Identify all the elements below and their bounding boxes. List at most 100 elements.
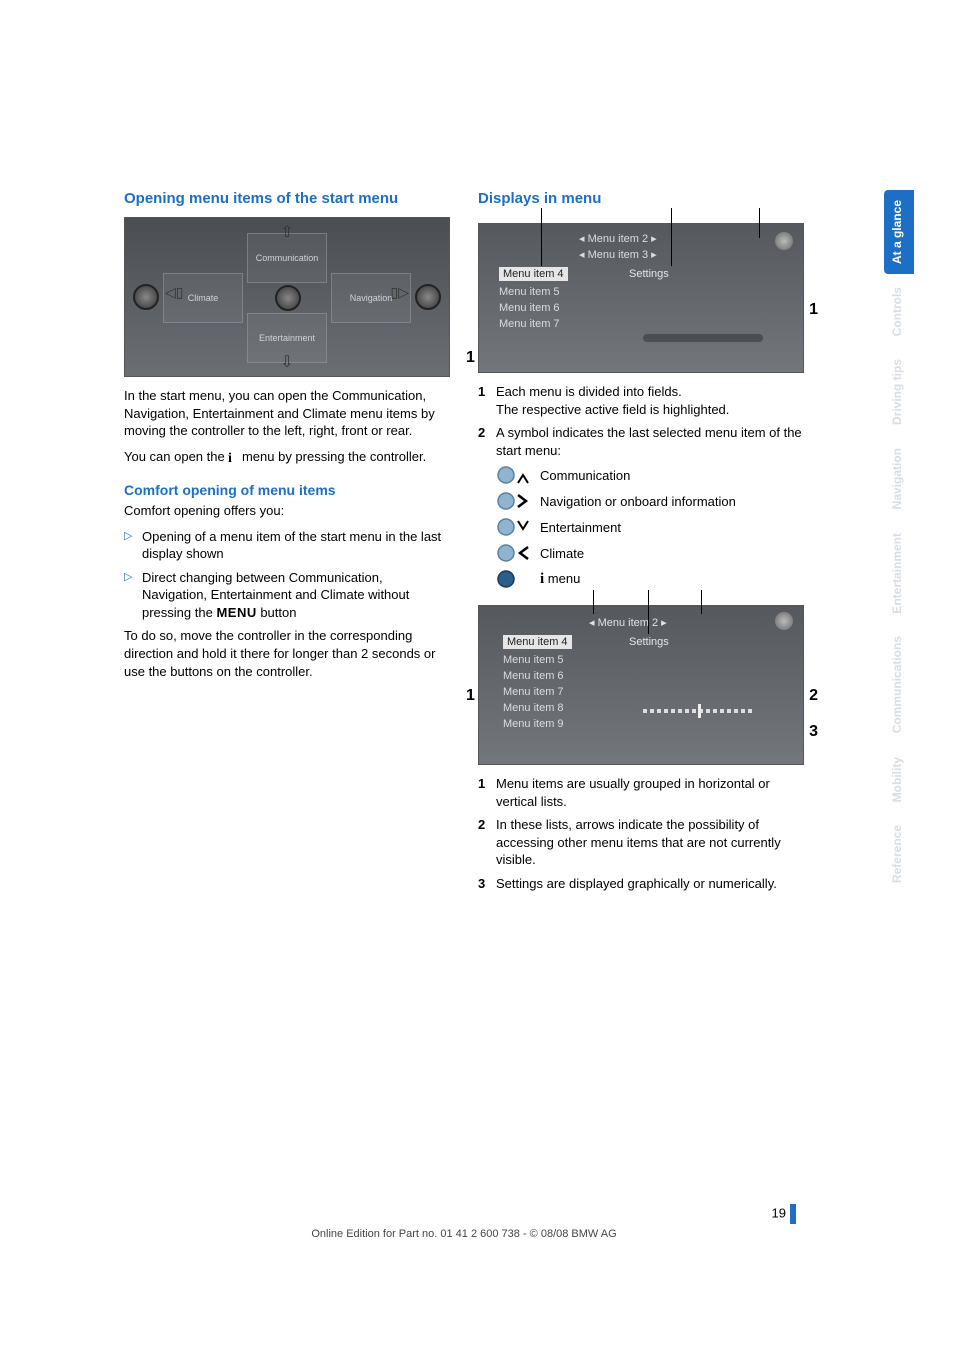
comfort-item-1: ▷ Opening of a menu item of the start me… [124, 528, 450, 563]
list-fig2-explain: 1 Each menu is divided into fields. The … [478, 383, 804, 459]
num-2b: 2 [478, 816, 496, 869]
fig2-row-5: Menu item 5 [499, 286, 560, 298]
comfort-item-2-b: button [257, 605, 297, 620]
fig2-settings: Settings [629, 268, 669, 280]
comfort-list: ▷ Opening of a menu item of the start me… [124, 528, 450, 622]
section-tabs: At a glance Controls Driving tips Naviga… [884, 190, 914, 893]
triangle-bullet-icon: ▷ [124, 569, 142, 622]
para-comfort-howto: To do so, move the controller in the cor… [124, 627, 450, 680]
iconrow-navigation-label: Navigation or onboard information [540, 494, 736, 509]
triangle-bullet-icon: ▷ [124, 528, 142, 563]
iconrow-i-menu-label: i menu [540, 571, 580, 588]
iconrow-communication-label: Communication [540, 468, 630, 483]
comfort-intro: Comfort opening offers you: [124, 502, 450, 520]
footer-line: Online Edition for Part no. 01 41 2 600 … [124, 1228, 804, 1240]
iconrow-entertainment-label: Entertainment [540, 520, 621, 535]
heading-displays-in-menu: Displays in menu [478, 190, 804, 207]
heading-opening-start-menu: Opening menu items of the start menu [124, 190, 450, 207]
fig2-row-4: Menu item 4 [499, 268, 568, 280]
fig3-explain-3: 3 Settings are displayed graphically or … [478, 875, 804, 893]
figure-2-wrapper: 1 1 2 ◂ Menu item 2 ▸ ◂ Menu item 3 ▸ Me… [478, 223, 804, 373]
fig3-explain-2-text: In these lists, arrows indicate the poss… [496, 816, 804, 869]
fig2-knob-icon [775, 232, 793, 250]
page-number-bar-icon [790, 1204, 796, 1224]
svg-text:i: i [228, 451, 232, 464]
fig3-row-4: Menu item 4 [503, 636, 572, 648]
i-menu-ball-icon [496, 569, 530, 589]
fig3-row-8: Menu item 8 [503, 702, 564, 714]
fig3-explain-3-text: Settings are displayed graphically or nu… [496, 875, 777, 893]
navigation-icon [496, 491, 530, 511]
tab-reference[interactable]: Reference [884, 815, 914, 893]
iconrow-climate-label: Climate [540, 546, 584, 561]
fig3-explain-2: 2 In these lists, arrows indicate the po… [478, 816, 804, 869]
para-i-menu: You can open the i menu by pressing the … [124, 448, 450, 469]
num-2: 2 [478, 424, 496, 459]
fig3-leftlabel: 1 [466, 687, 475, 705]
list-fig3-explain: 1 Menu items are usually grouped in hori… [478, 775, 804, 892]
fig3-row-2: ◂ Menu item 2 ▸ [589, 616, 667, 629]
para-start-menu-open: In the start menu, you can open the Comm… [124, 387, 450, 440]
fig3-row-7: Menu item 7 [503, 686, 564, 698]
iconrow-navigation: Navigation or onboard information [496, 491, 804, 511]
fig2-explain-1: 1 Each menu is divided into fields. The … [478, 383, 804, 418]
figure-menu-fields: ◂ Menu item 2 ▸ ◂ Menu item 3 ▸ Menu ite… [478, 223, 804, 373]
iconrow-i-menu: i menu [496, 569, 804, 589]
climate-icon [496, 543, 530, 563]
fig3-slider-icon [643, 706, 753, 716]
tab-entertainment[interactable]: Entertainment [884, 523, 914, 624]
fig3-row-5: Menu item 5 [503, 654, 564, 666]
fig2-row-6: Menu item 6 [499, 302, 560, 314]
comfort-item-2-text: Direct changing between Communication, N… [142, 569, 450, 622]
fig3-explain-1-text: Menu items are usually grouped in horizo… [496, 775, 804, 810]
figure-start-menu: Communication Climate Navigation Enterta… [124, 217, 450, 377]
menu-word-icon: MENU [216, 605, 256, 620]
fig3-rightlabel-2: 2 [809, 687, 818, 705]
tab-communications[interactable]: Communications [884, 626, 914, 743]
fig2-rightlabel: 1 [809, 301, 818, 319]
tab-controls[interactable]: Controls [884, 277, 914, 346]
iconrow-climate: Climate [496, 543, 804, 563]
iconrow-communication: Communication [496, 465, 804, 485]
fig1-right-knob-icon [415, 284, 441, 310]
para-i-menu-a: You can open the [124, 449, 228, 464]
fig2-row-3: ◂ Menu item 3 ▸ [579, 248, 657, 261]
para-i-menu-b: menu by pressing the controller. [238, 449, 426, 464]
heading-comfort-opening: Comfort opening of menu items [124, 482, 450, 498]
fig1-center-knob-icon [275, 285, 301, 311]
figure-menu-lists: ◂ Menu item 2 ▸ Menu item 4 Settings Men… [478, 605, 804, 765]
left-column: Opening menu items of the start menu Com… [124, 190, 450, 898]
fig3-settings: Settings [629, 636, 669, 648]
fig1-down-arrow-icon: ⇩ [280, 352, 293, 372]
fig3-knob-icon [775, 612, 793, 630]
fig3-rightlabel-3: 3 [809, 723, 818, 741]
fig2-row-2: ◂ Menu item 2 ▸ [579, 232, 657, 245]
tab-mobility[interactable]: Mobility [884, 747, 914, 812]
fig3-row-6: Menu item 6 [503, 670, 564, 682]
fig3-explain-1: 1 Menu items are usually grouped in hori… [478, 775, 804, 810]
comfort-item-1-text: Opening of a menu item of the start menu… [142, 528, 450, 563]
tab-navigation[interactable]: Navigation [884, 438, 914, 519]
num-3b: 3 [478, 875, 496, 893]
fig2-explain-1-text: Each menu is divided into fields. The re… [496, 383, 729, 418]
i-menu-icon: i [228, 450, 238, 469]
fig2-leftlabel: 1 [466, 349, 475, 367]
fig1-left-arrow-icon: ◁▯ [165, 284, 183, 301]
communication-icon [496, 465, 530, 485]
tab-driving-tips[interactable]: Driving tips [884, 349, 914, 435]
fig2-explain-2: 2 A symbol indicates the last selected m… [478, 424, 804, 459]
figure-3-wrapper: 2 1 2 ◂ Menu item 2 ▸ Menu item 4 Settin… [478, 605, 804, 765]
fig3-row-9: Menu item 9 [503, 718, 564, 730]
tab-at-a-glance[interactable]: At a glance [884, 190, 914, 274]
page-footer: 19 Online Edition for Part no. 01 41 2 6… [124, 1204, 804, 1240]
fig1-up-arrow-icon: ⇧ [280, 222, 293, 242]
num-1b: 1 [478, 775, 496, 810]
fig2-slider-icon [643, 334, 763, 342]
fig2-row-7: Menu item 7 [499, 318, 560, 330]
entertainment-icon [496, 517, 530, 537]
page-number: 19 [124, 1204, 804, 1224]
right-column: Displays in menu 1 1 2 ◂ Menu item 2 ▸ ◂… [478, 190, 804, 898]
iconrow-entertainment: Entertainment [496, 517, 804, 537]
fig1-left-knob-icon [133, 284, 159, 310]
fig1-right-arrow-icon: ▯▷ [391, 284, 409, 301]
